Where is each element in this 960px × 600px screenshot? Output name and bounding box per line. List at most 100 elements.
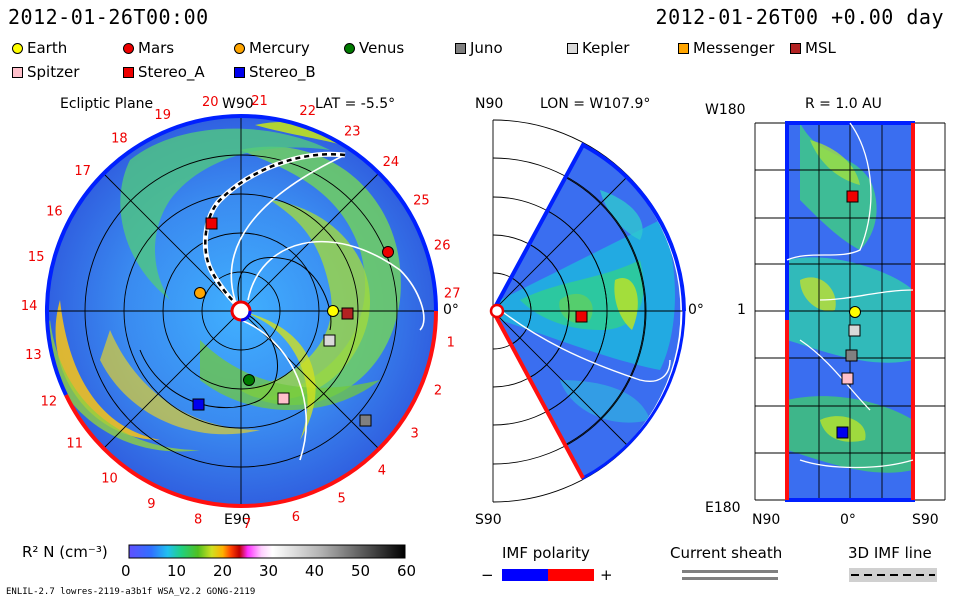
- sector-label-17: 17: [74, 164, 91, 179]
- legend-item-stereo-b: Stereo_B: [234, 63, 316, 81]
- longitude-label: LON = W107.9°: [540, 96, 651, 112]
- legend-item-messenger: Messenger: [678, 39, 774, 57]
- legend-label: Earth: [27, 39, 68, 57]
- radial-x-right: S90: [912, 512, 939, 528]
- colorbar-tick: 50: [351, 562, 371, 580]
- sector-label-19: 19: [154, 108, 171, 123]
- colorbar-label: R² N (cm⁻³): [22, 543, 108, 561]
- legend-item-juno: Juno: [455, 39, 503, 57]
- mercury-marker: [194, 287, 206, 299]
- sector-label-16: 16: [46, 204, 63, 219]
- legend-label: Messenger: [693, 39, 775, 57]
- radial-stereo-b-marker: [836, 426, 849, 439]
- radial-x-mid: 0°: [840, 512, 856, 528]
- sheath-line-2: [682, 577, 778, 580]
- imf3d-title: 3D IMF line: [848, 544, 932, 562]
- sector-label-22: 22: [299, 104, 316, 119]
- right-timestamp: 2012-01-26T00 +0.00 day: [655, 5, 944, 29]
- colorbar-tick: 60: [397, 562, 417, 580]
- sector-label-13: 13: [25, 348, 42, 363]
- sector-label-10: 10: [101, 471, 118, 486]
- radial-juno-marker: [845, 349, 858, 362]
- legend-label: Mercury: [249, 39, 310, 57]
- sector-label-25: 25: [413, 194, 430, 209]
- legend-symbol: [12, 42, 23, 54]
- imf-minus: −: [481, 566, 494, 584]
- legend-symbol: [344, 42, 355, 54]
- sector-label-4: 4: [378, 463, 386, 478]
- sector-label-15: 15: [28, 250, 45, 265]
- juno-marker: [359, 414, 372, 427]
- kepler-marker: [323, 334, 336, 347]
- radial-top-left-label: W180: [705, 102, 746, 118]
- sector-label-8: 8: [194, 513, 202, 528]
- stereo-a-marker: [205, 217, 218, 230]
- legend-item-spitzer: Spitzer: [12, 63, 79, 81]
- sector-label-14: 14: [21, 299, 38, 314]
- radial-spitzer-marker: [841, 372, 854, 385]
- ecliptic-title: Ecliptic Plane: [60, 96, 154, 112]
- legend-symbol: [455, 42, 466, 54]
- radial-x-left: N90: [752, 512, 781, 528]
- legend-item-earth: Earth: [12, 39, 67, 57]
- sheath-line-1: [682, 570, 778, 573]
- legend-item-msl: MSL: [790, 39, 836, 57]
- spitzer-marker: [277, 392, 290, 405]
- legend-label: Juno: [470, 39, 503, 57]
- sector-label-23: 23: [344, 125, 361, 140]
- legend-symbol: [12, 66, 23, 78]
- colorbar-tick: 0: [121, 562, 131, 580]
- earth-marker: [327, 305, 339, 317]
- radial-bottom-left-label: E180: [705, 500, 741, 516]
- latitude-label: LAT = -5.5°: [315, 96, 396, 112]
- sector-label-2: 2: [434, 383, 442, 398]
- imf-negative-swatch: [502, 569, 548, 581]
- legend-label: Stereo_A: [138, 63, 205, 81]
- legend-label: Kepler: [582, 39, 630, 57]
- legend-label: MSL: [805, 39, 836, 57]
- ecliptic-bottom-label: E90: [224, 512, 251, 528]
- colorbar-tick: 30: [259, 562, 279, 580]
- legend-label: Venus: [359, 39, 405, 57]
- sector-label-12: 12: [41, 395, 58, 410]
- legend-label: Spitzer: [27, 63, 80, 81]
- sector-label-21: 21: [251, 94, 268, 109]
- legend-label: Stereo_B: [249, 63, 316, 81]
- meridional-panel: [489, 119, 686, 503]
- venus-marker: [243, 374, 255, 386]
- colorbar-tick: 20: [213, 562, 233, 580]
- left-timestamp: 2012-01-26T00:00: [8, 5, 209, 29]
- legend-symbol: [790, 42, 801, 54]
- meridional-right-label: 0°: [688, 302, 704, 318]
- meridional-stereo-a-marker: [575, 310, 588, 323]
- footer-model-info: ENLIL-2.7 lowres-2119-a3b1f WSA_V2.2 GON…: [6, 587, 256, 597]
- legend-symbol: [234, 42, 245, 54]
- current-sheath-title: Current sheath: [670, 544, 783, 562]
- sector-label-20: 20: [202, 95, 219, 110]
- legend-symbol: [678, 42, 689, 54]
- colorbar-tick: 40: [305, 562, 325, 580]
- colorbar: [128, 544, 406, 559]
- radial-panel: [754, 121, 946, 502]
- sector-label-11: 11: [66, 437, 83, 452]
- sector-label-5: 5: [337, 492, 345, 507]
- imf-positive-swatch: [548, 569, 594, 581]
- sector-label-26: 26: [434, 238, 451, 253]
- legend-symbol: [234, 66, 245, 78]
- sector-label-6: 6: [292, 510, 300, 525]
- sector-label-18: 18: [111, 131, 128, 146]
- sector-label-9: 9: [147, 497, 155, 512]
- msl-marker: [341, 307, 354, 320]
- mars-marker: [382, 246, 394, 258]
- radial-mid-left-label: 1: [737, 302, 746, 318]
- legend-label: Mars: [138, 39, 175, 57]
- stereo-b-marker: [192, 398, 205, 411]
- legend-item-mercury: Mercury: [234, 39, 310, 57]
- ecliptic-top-label: W90: [222, 96, 254, 112]
- legend-item-stereo-a: Stereo_A: [123, 63, 205, 81]
- legend-symbol: [123, 66, 134, 78]
- sector-label-24: 24: [383, 155, 400, 170]
